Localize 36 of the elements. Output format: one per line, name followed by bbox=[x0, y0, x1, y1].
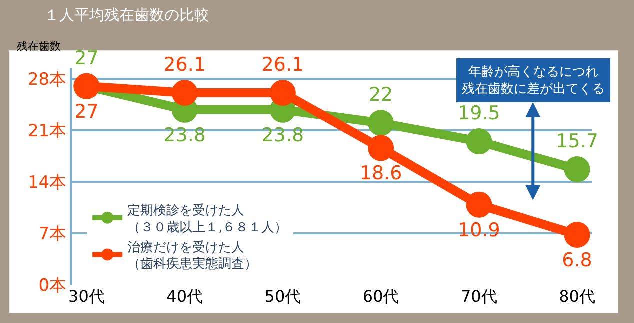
x-tick-label: 50代 bbox=[264, 287, 302, 306]
data-label: 26.1 bbox=[164, 54, 206, 76]
data-label: 23.8 bbox=[164, 124, 206, 146]
point bbox=[564, 222, 590, 248]
y-tick-label: 28本 bbox=[28, 70, 67, 90]
legend-label: 定期検診を受けた人（３０歳以上１,６８１人） bbox=[128, 204, 288, 236]
y-tick-label: 21本 bbox=[28, 121, 67, 142]
point bbox=[368, 110, 394, 136]
data-label: 26.1 bbox=[262, 54, 304, 76]
data-label: 23.8 bbox=[262, 124, 304, 146]
data-label: 10.9 bbox=[458, 219, 500, 242]
y-tick-label: 7本 bbox=[38, 224, 67, 244]
data-label: 27 bbox=[74, 47, 99, 70]
x-tick-label: 30代 bbox=[68, 287, 105, 306]
annotation: 年齢が高くなるにつれ残在歯数に差が出てくる bbox=[462, 64, 605, 97]
point bbox=[172, 80, 198, 106]
x-tick-label: 80代 bbox=[559, 287, 596, 306]
y-axis-title: 残在歯数 bbox=[17, 40, 61, 53]
point bbox=[368, 135, 394, 162]
data-label: 18.6 bbox=[360, 162, 402, 185]
chart-title: １人平均残在歯数の比較 bbox=[44, 6, 210, 24]
data-label: 27 bbox=[74, 100, 99, 123]
data-label: 6.8 bbox=[562, 249, 592, 272]
data-label: 15.7 bbox=[556, 130, 598, 153]
point bbox=[564, 156, 590, 182]
x-tick-label: 70代 bbox=[460, 287, 498, 306]
y-tick-label: 14本 bbox=[28, 172, 67, 193]
x-tick-label: 40代 bbox=[166, 287, 204, 306]
point bbox=[466, 192, 492, 218]
data-label: 19.5 bbox=[458, 102, 500, 125]
x-tick-label: 60代 bbox=[362, 287, 400, 306]
point bbox=[270, 80, 296, 106]
point bbox=[466, 128, 492, 155]
legend-label: 治療だけを受けた人（歯科疾患実態調査） bbox=[128, 240, 258, 272]
y-tick-label: 0本 bbox=[38, 276, 67, 296]
data-label: 22 bbox=[368, 84, 394, 106]
